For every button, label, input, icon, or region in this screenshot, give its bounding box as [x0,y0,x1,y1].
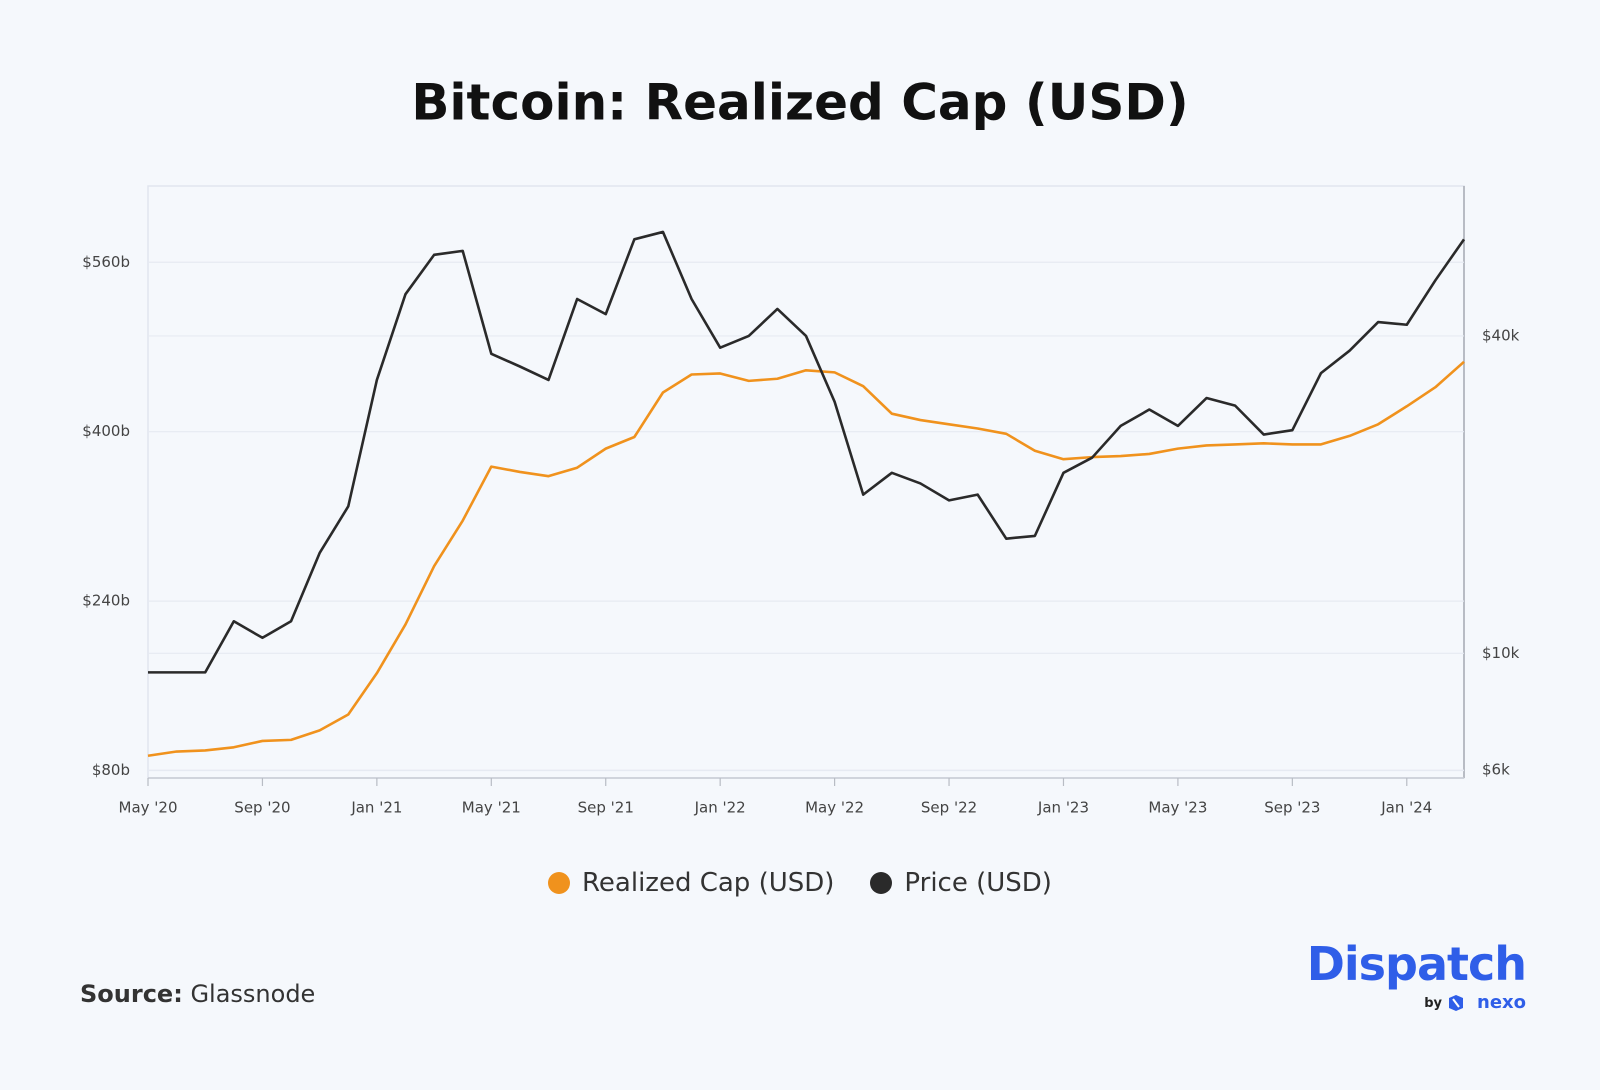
source-text: Glassnode [190,980,316,1008]
brand-partner: nexo [1477,992,1526,1013]
x-tick-label: May '20 [119,799,178,817]
brand-by: by [1424,996,1442,1011]
legend-label: Realized Cap (USD) [582,868,835,898]
x-tick-label: Sep '23 [1264,799,1320,817]
x-tick-label: Jan '24 [1380,799,1432,817]
y-tick-label: $80b [92,761,130,779]
series-line [148,230,1466,674]
legend-swatch [870,872,893,894]
y-tick-label: $400b [82,422,130,440]
legend-item: Realized Cap (USD) [548,868,834,898]
y-tick-label: $240b [82,592,130,610]
brand-logo: Dispatch by nexo [1296,937,1527,1018]
legend-label: Price (USD) [904,868,1052,898]
legend-item: Price (USD) [870,868,1052,898]
partner-icon [1449,995,1463,1011]
y2-tick-label: $10k [1482,644,1520,662]
plot-frame [147,185,1465,779]
x-tick-label: May '21 [462,799,521,817]
x-tick-label: Sep '20 [234,799,290,817]
series-line [147,360,1465,758]
legend: Realized Cap (USD) Price (USD) [0,868,1600,898]
x-tick-label: Jan '21 [350,799,402,817]
y-tick-label: $560b [82,253,130,271]
x-tick-label: May '23 [1148,799,1207,817]
x-tick-label: Sep '22 [921,799,977,817]
x-tick-label: Jan '23 [1037,799,1089,817]
y2-tick-label: $40k [1482,326,1520,344]
x-tick-label: May '22 [805,799,864,817]
y2-tick-label: $6k [1482,761,1510,779]
source-label: Source: [80,980,183,1008]
x-tick-label: Sep '21 [578,799,634,817]
chart-title: Bitcoin: Realized Cap (USD) [411,74,1188,132]
brand-name: Dispatch [1306,937,1527,991]
x-tick-label: Jan '22 [694,799,746,817]
source: Source: Glassnode [80,980,315,1008]
chart: Bitcoin: Realized Cap (USD) $80b $240b $40… [82,74,1520,817]
legend-swatch [548,872,571,894]
